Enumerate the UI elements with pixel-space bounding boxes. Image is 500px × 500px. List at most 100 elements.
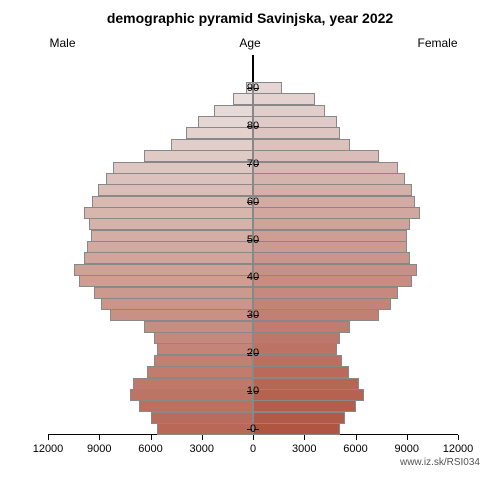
y-label: 0 [243, 423, 263, 435]
bar-male-0 [157, 423, 253, 435]
bar-female-66 [253, 173, 405, 185]
bar-female-12 [253, 378, 359, 390]
age-row-24 [48, 332, 458, 344]
bar-female-51 [253, 230, 407, 242]
x-label-right: 3000 [292, 443, 316, 455]
bar-female-39 [253, 275, 412, 287]
x-label-left: 6000 [138, 443, 162, 455]
x-tick-left [202, 435, 203, 440]
bar-male-66 [106, 173, 253, 185]
x-tick-right [407, 435, 408, 440]
plot-area: 0300030006000600090009000120001200001020… [48, 55, 458, 435]
x-tick-left [99, 435, 100, 440]
y-label: 30 [243, 309, 263, 321]
bar-female-45 [253, 252, 410, 264]
bar-male-51 [91, 230, 253, 242]
bar-male-15 [147, 366, 253, 378]
y-label: 90 [243, 82, 263, 94]
label-female: Female [375, 36, 500, 50]
age-row-33 [48, 298, 458, 310]
bar-male-87 [233, 93, 254, 105]
age-row-36 [48, 287, 458, 299]
bar-female-21 [253, 343, 337, 355]
bar-male-45 [84, 252, 253, 264]
bar-female-87 [253, 93, 315, 105]
bar-female-33 [253, 298, 391, 310]
age-row-66 [48, 173, 458, 185]
bar-male-27 [144, 321, 253, 333]
bar-male-69 [113, 162, 253, 174]
bar-female-60 [253, 196, 415, 208]
bar-female-81 [253, 116, 337, 128]
age-row-6 [48, 400, 458, 412]
bar-male-48 [87, 241, 253, 253]
bar-male-9 [130, 389, 253, 401]
x-label-right: 12000 [443, 443, 474, 455]
age-row-54 [48, 218, 458, 230]
x-label-right: 9000 [395, 443, 419, 455]
age-row-27 [48, 321, 458, 333]
bar-male-12 [133, 378, 253, 390]
x-tick-right [253, 435, 254, 440]
bar-female-48 [253, 241, 407, 253]
bar-female-0 [253, 423, 340, 435]
x-tick-left [48, 435, 49, 440]
y-label: 60 [243, 196, 263, 208]
bar-male-75 [171, 139, 253, 151]
bar-female-42 [253, 264, 417, 276]
bar-male-21 [157, 343, 253, 355]
bar-male-30 [110, 309, 254, 321]
age-row-63 [48, 184, 458, 196]
y-label: 80 [243, 120, 263, 132]
bar-female-27 [253, 321, 350, 333]
x-label-left: 12000 [33, 443, 64, 455]
bar-female-57 [253, 207, 420, 219]
age-row-45 [48, 252, 458, 264]
y-label: 70 [243, 158, 263, 170]
bar-female-18 [253, 355, 342, 367]
x-tick-right [458, 435, 459, 440]
bar-male-72 [144, 150, 253, 162]
age-row-57 [48, 207, 458, 219]
x-label-left: 0 [250, 443, 256, 455]
bar-female-69 [253, 162, 398, 174]
x-label-left: 3000 [190, 443, 214, 455]
bar-male-24 [154, 332, 253, 344]
age-row-75 [48, 139, 458, 151]
x-tick-right [304, 435, 305, 440]
bar-female-30 [253, 309, 379, 321]
bar-male-6 [139, 400, 253, 412]
x-label-right: 6000 [343, 443, 367, 455]
bar-female-78 [253, 127, 340, 139]
bar-male-54 [89, 218, 253, 230]
chart-title: demographic pyramid Savinjska, year 2022 [0, 10, 500, 26]
y-label: 50 [243, 234, 263, 246]
bar-female-84 [253, 105, 325, 117]
bar-male-42 [74, 264, 253, 276]
x-tick-right [356, 435, 357, 440]
bar-female-15 [253, 366, 349, 378]
y-label: 20 [243, 347, 263, 359]
bar-male-60 [92, 196, 253, 208]
y-label: 40 [243, 271, 263, 283]
bar-female-9 [253, 389, 364, 401]
bar-male-36 [94, 287, 253, 299]
x-label-left: 9000 [87, 443, 111, 455]
bar-female-3 [253, 412, 345, 424]
age-row-87 [48, 93, 458, 105]
bar-female-63 [253, 184, 412, 196]
x-tick-left [151, 435, 152, 440]
age-row-84 [48, 105, 458, 117]
bar-female-54 [253, 218, 410, 230]
bar-male-84 [214, 105, 253, 117]
y-label: 10 [243, 385, 263, 397]
bar-female-6 [253, 400, 356, 412]
bar-male-39 [79, 275, 253, 287]
bar-male-3 [151, 412, 254, 424]
bar-male-57 [84, 207, 253, 219]
age-row-3 [48, 412, 458, 424]
source-url: www.iz.sk/RSI034 [400, 457, 480, 468]
bar-male-63 [98, 184, 253, 196]
bar-male-33 [101, 298, 253, 310]
bar-female-24 [253, 332, 340, 344]
